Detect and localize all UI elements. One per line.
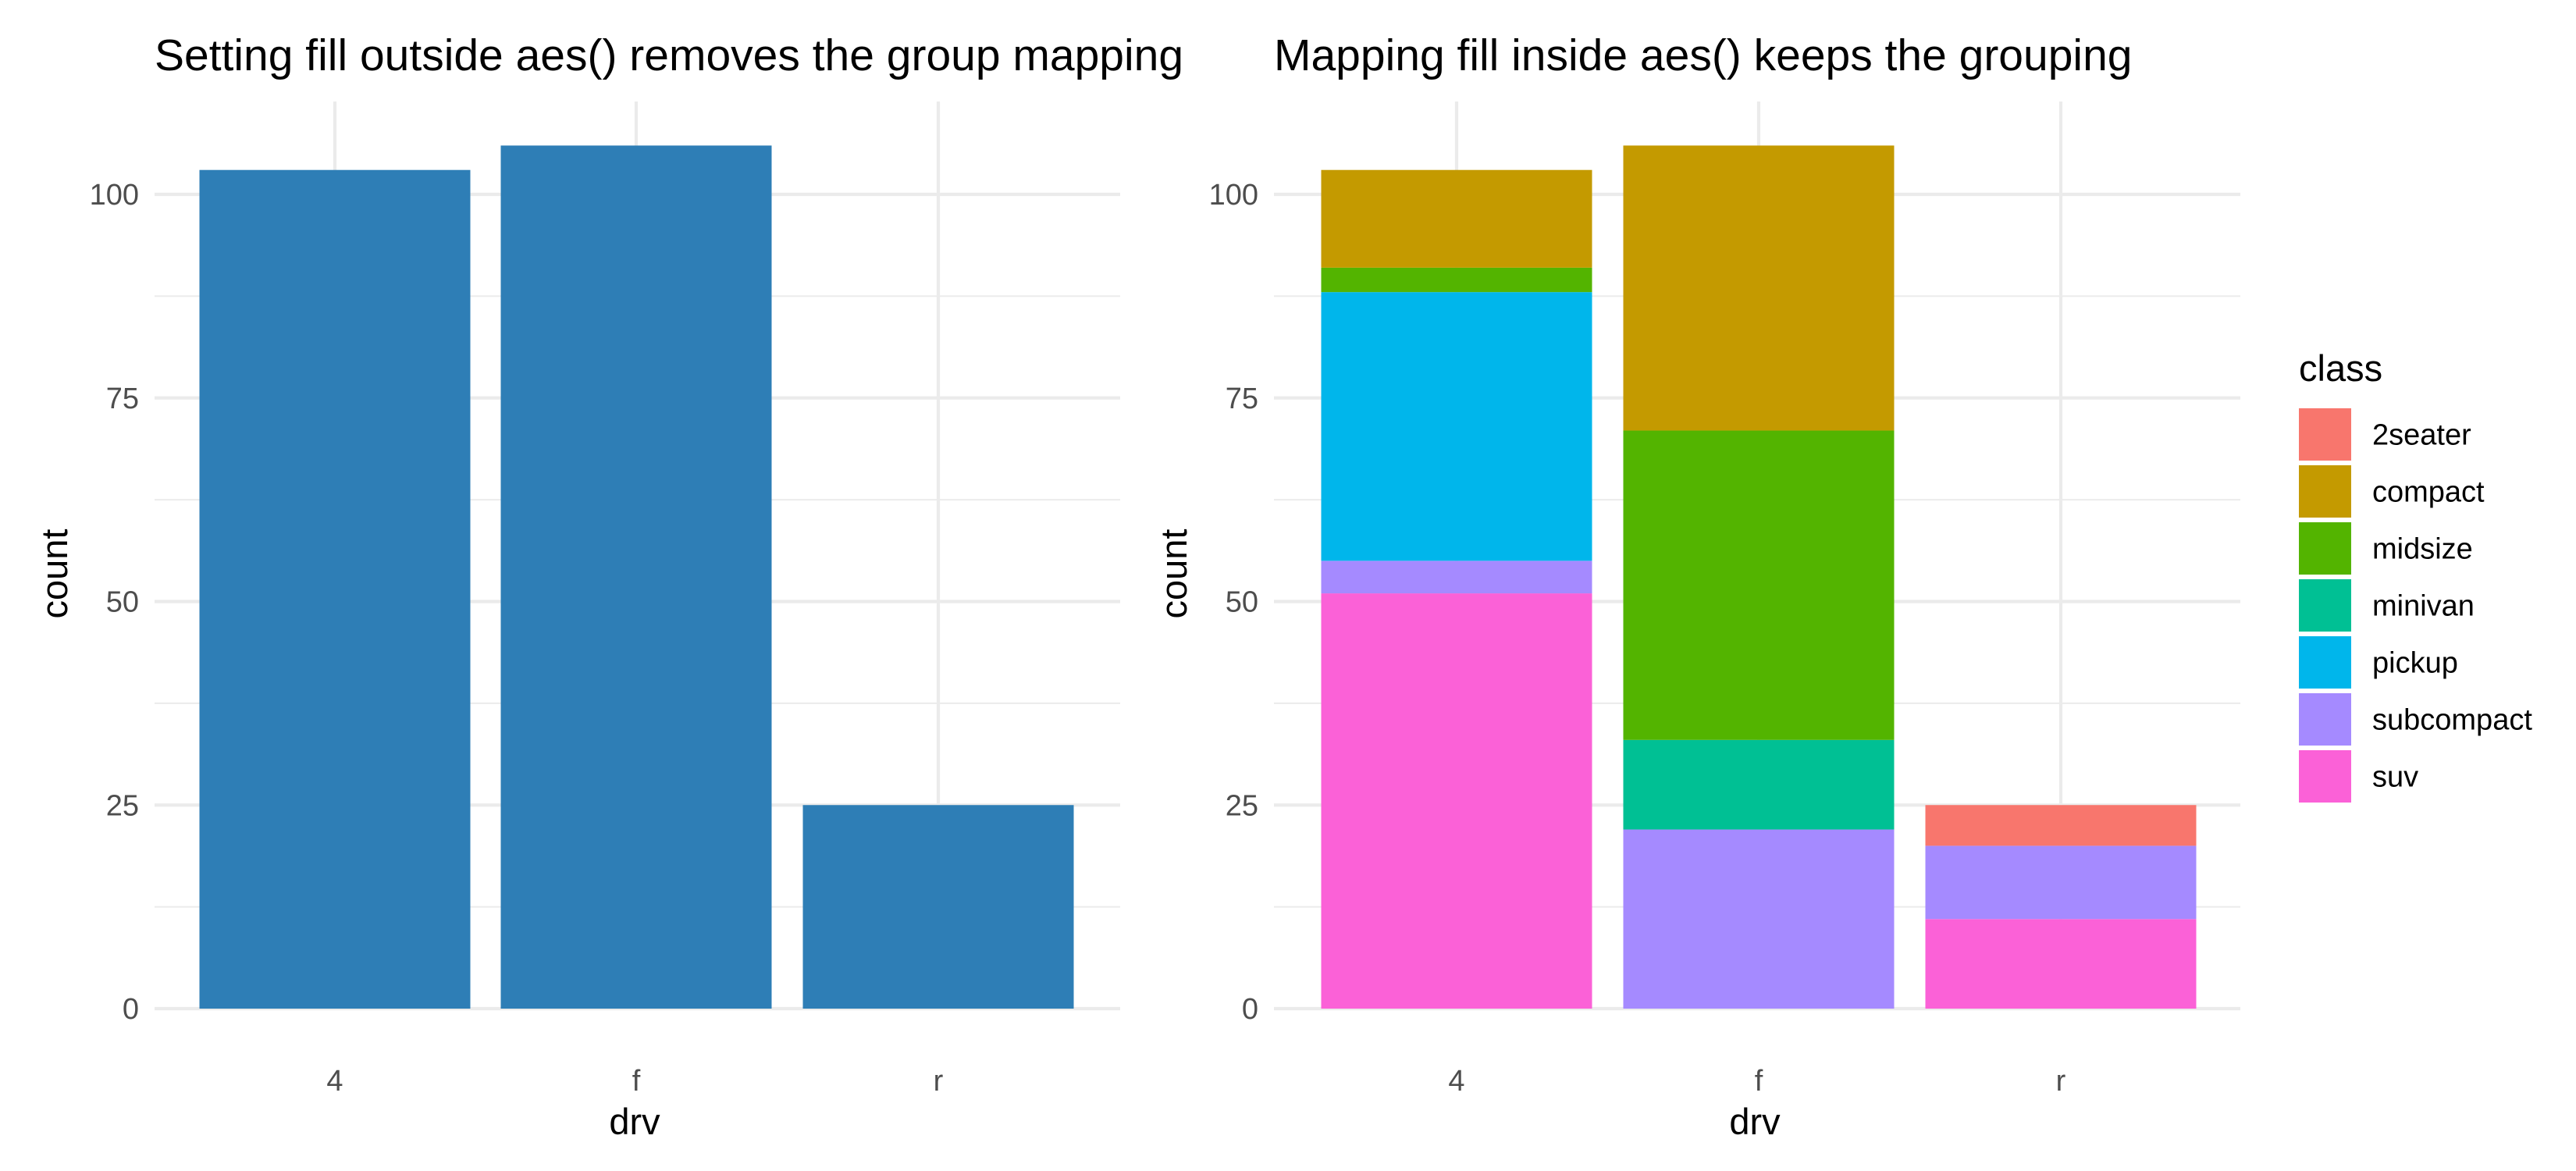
right-bars [1321,145,2197,1009]
legend-label-pickup: pickup [2372,647,2458,680]
right-bar-r-2seater [1925,805,2197,846]
left-x-tick-label: r [934,1065,944,1098]
right-bar-f-subcompact [1623,829,1895,1009]
legend-label-compact: compact [2372,476,2485,509]
left-panel-title: Setting fill outside aes() removes the g… [155,30,1183,80]
legend-key-suv [2299,750,2351,803]
right-y-tick-label: 50 [1226,586,1258,619]
right-panel-title: Mapping fill inside aes() keeps the grou… [1274,30,2132,80]
legend-label-subcompact: subcompact [2372,704,2532,737]
legend-key-2seater [2299,408,2351,461]
legend: class 2seater compact midsize minivan pickup… [2299,347,2532,803]
left-y-tick-label: 75 [106,383,139,415]
panel-left: Setting fill outside aes() removes the g… [34,30,1183,1142]
legend-label-minivan: minivan [2372,590,2475,623]
legend-items: 2seater compact midsize minivan pickup subcom… [2299,408,2532,803]
left-y-tick-labels: 0 25 50 75 100 [90,179,139,1026]
legend-label-suv: suv [2372,761,2418,794]
left-y-tick-label: 0 [123,993,139,1026]
right-bar-4-suv [1321,593,1592,1009]
legend-label-midsize: midsize [2372,533,2473,566]
left-y-tick-label: 100 [90,179,139,212]
right-x-tick-label: f [1755,1065,1763,1098]
right-y-tick-label: 75 [1226,383,1258,415]
right-y-tick-label: 0 [1242,993,1258,1026]
right-x-tick-labels: 4 f r [1448,1065,2065,1098]
legend-key-pickup [2299,636,2351,689]
right-bar-4-compact [1321,169,1592,268]
left-y-tick-label: 25 [106,789,139,822]
right-bar-f-minivan [1623,739,1895,830]
right-bar-f-midsize [1623,430,1895,740]
legend-key-subcompact [2299,693,2351,746]
right-y-tick-label: 25 [1226,789,1258,822]
legend-title: class [2299,347,2382,389]
legend-key-midsize [2299,522,2351,575]
right-y-tick-labels: 0 25 50 75 100 [1209,179,1258,1026]
right-bar-4-subcompact [1321,561,1592,594]
right-y-axis-title: count [1153,529,1194,619]
left-bar-f [500,145,772,1009]
right-x-tick-label: 4 [1448,1065,1464,1098]
right-x-tick-label: r [2056,1065,2066,1098]
left-x-tick-label: f [632,1065,641,1098]
right-bar-4-midsize [1321,267,1592,293]
right-bar-f-compact [1623,145,1895,431]
left-bars [199,145,1074,1009]
left-y-tick-label: 50 [106,586,139,619]
legend-key-minivan [2299,579,2351,632]
right-bar-4-pickup [1321,292,1592,561]
panel-right: Mapping fill inside aes() keeps the grou… [1153,30,2240,1142]
left-bar-4 [199,169,471,1009]
left-x-tick-label: 4 [326,1065,343,1098]
right-y-tick-label: 100 [1209,179,1258,212]
left-x-tick-labels: 4 f r [326,1065,943,1098]
right-bar-r-suv [1925,919,2197,1009]
left-bar-r [802,805,1074,1009]
right-x-axis-title: drv [1729,1101,1781,1142]
right-bar-r-subcompact [1925,845,2197,920]
legend-label-2seater: 2seater [2372,419,2471,452]
left-y-axis-title: count [34,529,75,619]
legend-key-compact [2299,465,2351,518]
left-x-axis-title: drv [609,1101,660,1142]
